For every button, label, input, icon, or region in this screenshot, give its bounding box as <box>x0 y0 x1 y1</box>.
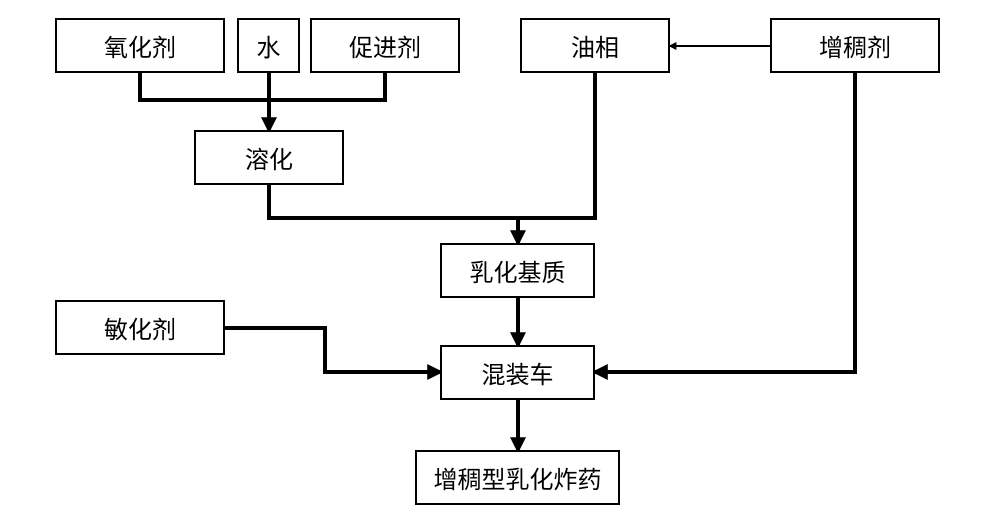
node-dissolve: 溶化 <box>194 130 344 185</box>
edge-8 <box>595 73 855 372</box>
node-oxidizer: 氧化剂 <box>55 18 225 73</box>
node-label: 乳化基质 <box>470 253 566 288</box>
edge-3 <box>269 185 518 243</box>
node-label: 氧化剂 <box>104 28 176 63</box>
node-product: 增稠型乳化炸药 <box>415 450 620 505</box>
node-mixtruck: 混装车 <box>440 345 595 400</box>
node-oilphase: 油相 <box>520 18 670 73</box>
edge-2 <box>269 73 385 100</box>
node-label: 增稠剂 <box>819 28 891 63</box>
edge-7 <box>225 328 440 372</box>
node-label: 促进剂 <box>349 28 421 63</box>
node-label: 油相 <box>571 28 619 63</box>
node-promoter: 促进剂 <box>310 18 460 73</box>
node-label: 敏化剂 <box>104 310 176 345</box>
node-water: 水 <box>237 18 300 73</box>
node-thickener: 增稠剂 <box>770 18 940 73</box>
edge-4 <box>518 73 595 218</box>
node-label: 增稠型乳化炸药 <box>434 460 602 495</box>
node-sensitizer: 敏化剂 <box>55 300 225 355</box>
node-label: 溶化 <box>245 140 293 175</box>
node-emulmatrix: 乳化基质 <box>440 243 595 298</box>
node-label: 混装车 <box>482 355 554 390</box>
node-label: 水 <box>257 28 281 63</box>
edge-0 <box>140 73 269 130</box>
